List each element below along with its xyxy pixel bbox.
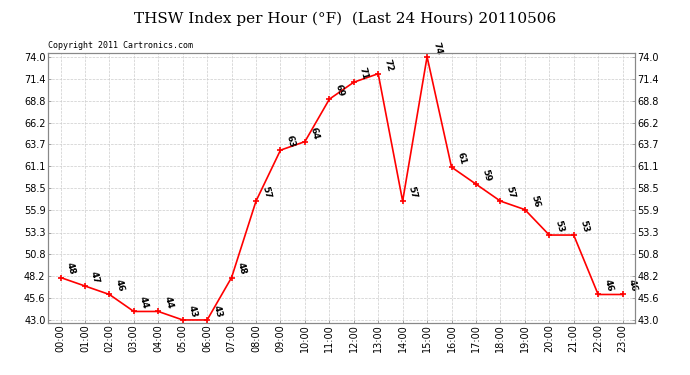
Text: 57: 57: [260, 185, 272, 200]
Text: 46: 46: [627, 279, 639, 293]
Text: THSW Index per Hour (°F)  (Last 24 Hours) 20110506: THSW Index per Hour (°F) (Last 24 Hours)…: [134, 11, 556, 26]
Text: 71: 71: [358, 66, 370, 81]
Text: Copyright 2011 Cartronics.com: Copyright 2011 Cartronics.com: [48, 41, 193, 50]
Text: 63: 63: [284, 134, 297, 149]
Text: 56: 56: [529, 194, 541, 208]
Text: 59: 59: [480, 168, 492, 183]
Text: 69: 69: [333, 83, 346, 98]
Text: 53: 53: [553, 219, 565, 234]
Text: 43: 43: [187, 304, 199, 319]
Text: 72: 72: [382, 58, 394, 72]
Text: 46: 46: [114, 279, 126, 293]
Text: 43: 43: [211, 304, 224, 319]
Text: 74: 74: [431, 41, 443, 56]
Text: 61: 61: [455, 152, 468, 166]
Text: 44: 44: [138, 296, 150, 310]
Text: 48: 48: [236, 262, 248, 276]
Text: 47: 47: [89, 270, 101, 285]
Text: 57: 57: [407, 185, 419, 200]
Text: 48: 48: [65, 262, 77, 276]
Text: 64: 64: [309, 126, 321, 140]
Text: 44: 44: [162, 296, 175, 310]
Text: 57: 57: [504, 185, 517, 200]
Text: 53: 53: [578, 219, 590, 234]
Text: 46: 46: [602, 279, 614, 293]
